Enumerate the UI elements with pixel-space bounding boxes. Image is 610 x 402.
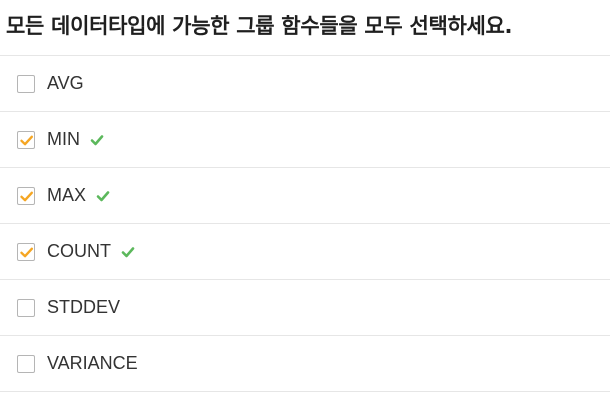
checkbox[interactable] (17, 242, 35, 261)
answer-options-list: AVG MIN MAX COUNT (0, 55, 610, 392)
checkbox[interactable] (17, 298, 35, 317)
option-stddev[interactable]: STDDEV (0, 280, 610, 336)
checkbox[interactable] (17, 74, 35, 93)
option-min[interactable]: MIN (0, 112, 610, 168)
checkbox[interactable] (17, 354, 35, 373)
option-label: AVG (47, 73, 84, 93)
orange-check-icon (20, 191, 33, 201)
option-count[interactable]: COUNT (0, 224, 610, 280)
option-label: COUNT (47, 241, 111, 261)
question-title: 모든 데이터타입에 가능한 그룹 함수들을 모두 선택하세요. (6, 14, 513, 38)
orange-check-icon (20, 247, 33, 257)
option-label: VARIANCE (47, 353, 138, 373)
green-check-icon (90, 134, 104, 145)
option-label: MAX (47, 185, 87, 205)
green-check-icon (121, 246, 135, 257)
checkbox[interactable] (17, 130, 35, 149)
green-check-icon (96, 190, 110, 201)
orange-check-icon (20, 135, 33, 145)
option-label: STDDEV (47, 297, 121, 317)
option-label: MIN (47, 129, 80, 149)
option-max[interactable]: MAX (0, 168, 610, 224)
option-avg[interactable]: AVG (0, 56, 610, 112)
option-variance[interactable]: VARIANCE (0, 336, 610, 392)
checkbox[interactable] (17, 186, 35, 205)
